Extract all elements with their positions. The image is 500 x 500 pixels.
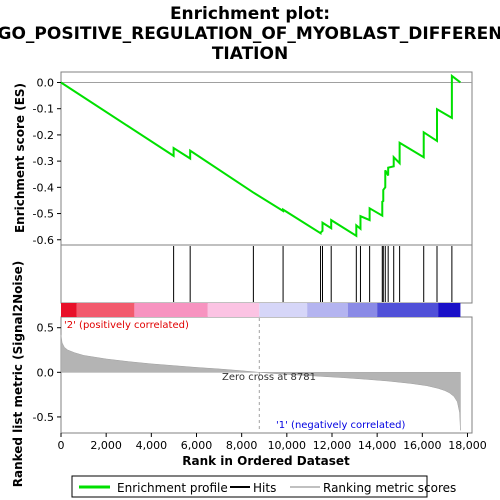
es-axis-label: Enrichment score (ES): [13, 83, 27, 233]
x-tick-label: 8,000: [226, 439, 258, 452]
ranked-list-color-bar: [61, 303, 461, 317]
title-line-2: GO_POSITIVE_REGULATION_OF_MYOBLAST_DIFFE…: [0, 24, 500, 44]
x-tick-label: 16,000: [403, 439, 442, 452]
es-ytick-label: -0.1: [33, 103, 54, 116]
color-bar-segment: [307, 303, 348, 317]
zero-cross-label: Zero cross at 8781: [222, 372, 316, 383]
x-tick-label: 10,000: [268, 439, 307, 452]
hits-panel-frame: [60, 244, 473, 304]
metric-ytick-label: 0.0: [37, 366, 55, 379]
legend-profile-label: Enrichment profile: [117, 481, 228, 495]
color-bar-segment: [207, 303, 260, 317]
positive-correlation-label: '2' (positively correlated): [64, 320, 189, 331]
color-bar-segment: [438, 303, 461, 317]
color-bar-segment: [76, 303, 135, 317]
color-bar-segment: [134, 303, 208, 317]
es-ytick-label: -0.3: [33, 155, 54, 168]
negative-correlation-label: '1' (negatively correlated): [276, 420, 405, 431]
x-tick-label: 12,000: [313, 439, 352, 452]
x-tick-label: 14,000: [358, 439, 397, 452]
metric-layer: 0.5 0.0 -0.5: [33, 318, 461, 432]
metric-axis-label: Ranked list metric (Signal2Noise): [11, 261, 25, 488]
metric-ytick-label: -0.5: [33, 411, 54, 424]
x-tick-label: 18,000: [448, 439, 487, 452]
es-ytick-label: -0.4: [33, 181, 54, 194]
es-ytick-label: -0.2: [33, 129, 54, 142]
es-panel-frame: [60, 71, 473, 246]
x-tick-label: 2,000: [90, 439, 122, 452]
title-line-1: Enrichment plot:: [170, 4, 330, 24]
x-tick-label: 6,000: [181, 439, 213, 452]
legend-metric-label: Ranking metric scores: [323, 481, 456, 495]
es-layer: 0.0 -0.1 -0.2 -0.3 -0.4 -0.5 -0.6: [33, 73, 472, 247]
ranking-metric-area: [60, 334, 461, 431]
x-axis-label: Rank in Ordered Dataset: [182, 454, 350, 468]
x-tick-label: 0: [58, 439, 65, 452]
color-bar-segment: [259, 303, 308, 317]
metric-ytick-label: 0.5: [37, 322, 55, 335]
enrichment-profile-line: [60, 73, 462, 238]
title-line-3: TIATION: [212, 44, 288, 64]
color-bar-segment: [61, 303, 77, 317]
x-tick-label: 4,000: [136, 439, 168, 452]
es-ytick-label: -0.5: [33, 208, 54, 221]
es-ytick-label: 0.0: [37, 76, 55, 89]
hits-layer: [173, 246, 453, 302]
legend-hits-label: Hits: [253, 481, 276, 495]
color-bar-segment: [347, 303, 378, 317]
color-bar-segment: [377, 303, 439, 317]
es-ytick-label: -0.6: [33, 234, 54, 247]
x-axis: 0 2,000 4,000 6,000 8,000 10,000 12,000 14,000 1…: [58, 433, 487, 452]
